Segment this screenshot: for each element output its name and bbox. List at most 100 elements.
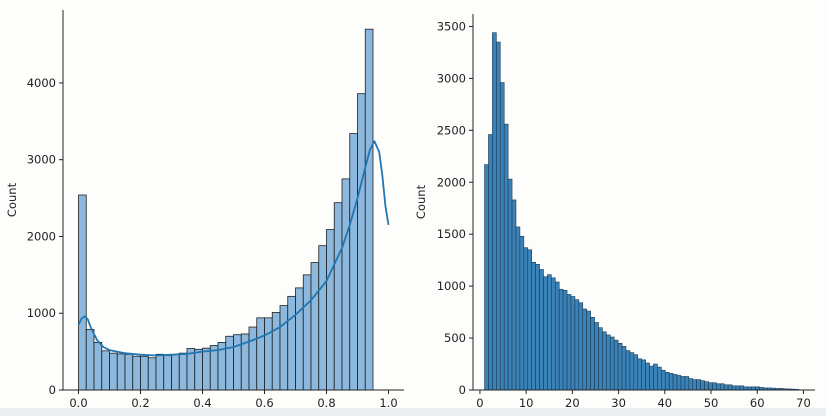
bar bbox=[202, 347, 211, 391]
y-tick-label: 1000 bbox=[27, 306, 56, 320]
x-tick-label: 60 bbox=[750, 396, 765, 410]
bar bbox=[535, 264, 540, 391]
bar bbox=[155, 353, 165, 391]
bar bbox=[209, 345, 219, 391]
y-tick-label: 4000 bbox=[27, 76, 56, 90]
bar bbox=[287, 295, 296, 391]
chart-panel-2: 0 10 20 30 40 50 60 70 0 500 1000 1500 2000 2500 3000 3… bbox=[414, 14, 815, 410]
bar bbox=[496, 41, 501, 391]
y-tick-label: 3500 bbox=[437, 19, 466, 33]
bar bbox=[109, 352, 118, 391]
bar bbox=[225, 335, 234, 391]
bar bbox=[704, 381, 709, 391]
bar bbox=[676, 375, 682, 391]
bar bbox=[78, 194, 87, 391]
bar bbox=[310, 262, 320, 391]
x-tick-label: 70 bbox=[796, 396, 811, 410]
bar bbox=[696, 379, 701, 391]
bar bbox=[692, 379, 697, 391]
x-tick-label: 30 bbox=[611, 396, 626, 410]
bar bbox=[503, 123, 509, 391]
bar bbox=[716, 383, 721, 391]
bar bbox=[621, 346, 627, 391]
bar bbox=[723, 384, 729, 391]
bar bbox=[680, 376, 686, 391]
bar bbox=[349, 133, 358, 391]
bar bbox=[641, 359, 646, 391]
bar bbox=[132, 355, 141, 391]
bar bbox=[664, 372, 670, 391]
bar bbox=[186, 348, 196, 391]
bar bbox=[551, 277, 556, 391]
bar bbox=[708, 382, 713, 391]
bar bbox=[93, 342, 103, 391]
bar bbox=[547, 274, 552, 391]
bar bbox=[341, 178, 351, 391]
bar bbox=[617, 342, 623, 391]
bar bbox=[484, 164, 489, 391]
bars bbox=[484, 32, 800, 391]
bar bbox=[333, 202, 343, 391]
bar bbox=[727, 384, 733, 391]
bar bbox=[594, 322, 599, 391]
y-tick-label: 0 bbox=[49, 383, 56, 397]
bar bbox=[171, 354, 180, 391]
bar bbox=[653, 363, 658, 391]
bar bbox=[256, 317, 265, 391]
bar bbox=[499, 82, 505, 391]
y-tick-label: 3000 bbox=[437, 71, 466, 85]
bar bbox=[629, 352, 635, 391]
bar bbox=[101, 350, 110, 391]
bar bbox=[637, 358, 642, 391]
kde-line bbox=[77, 140, 390, 357]
bar bbox=[492, 32, 497, 391]
bar bbox=[719, 383, 725, 391]
y-tick-label: 2500 bbox=[437, 123, 466, 137]
y-tick-label: 2000 bbox=[437, 175, 466, 189]
y-tick-label: 3000 bbox=[27, 153, 56, 167]
bar bbox=[515, 226, 521, 391]
bar bbox=[279, 305, 289, 391]
bar bbox=[488, 134, 493, 391]
bar bbox=[578, 302, 584, 391]
bar bbox=[657, 366, 662, 391]
bar bbox=[649, 365, 654, 391]
x-tick-label: 50 bbox=[704, 396, 719, 410]
chart-panel-1: 0.0 0.2 0.4 0.6 0.8 1.0 0 1000 2000 3000 4000 Count bbox=[5, 10, 404, 410]
bar bbox=[178, 352, 188, 391]
bar bbox=[661, 369, 666, 391]
x-tick-label: 0 bbox=[476, 396, 483, 410]
bar bbox=[523, 247, 529, 391]
bar bbox=[739, 385, 745, 391]
y-axis-label: Count bbox=[5, 182, 19, 217]
bar bbox=[531, 261, 536, 391]
bar bbox=[735, 385, 741, 391]
bar bbox=[731, 385, 737, 391]
bar bbox=[684, 376, 690, 391]
bar bbox=[645, 362, 650, 391]
x-tick-label: 40 bbox=[657, 396, 672, 410]
bar bbox=[511, 199, 517, 391]
bar bbox=[613, 339, 619, 391]
bar bbox=[570, 296, 576, 391]
bar bbox=[602, 331, 607, 391]
bar bbox=[163, 355, 172, 391]
y-tick-label: 2000 bbox=[27, 229, 56, 243]
bar bbox=[271, 312, 281, 391]
bar bbox=[326, 229, 335, 391]
bar bbox=[582, 308, 587, 391]
y-axis-label: Count bbox=[414, 184, 428, 219]
x-tick-label: 0.8 bbox=[317, 396, 335, 410]
bar bbox=[539, 269, 544, 391]
horizontal-scrollbar[interactable] bbox=[0, 408, 826, 416]
x-tick-label: 1.0 bbox=[379, 396, 397, 410]
bar bbox=[700, 380, 705, 391]
y-tick-label: 0 bbox=[459, 383, 466, 397]
bar bbox=[566, 294, 572, 391]
bar bbox=[318, 245, 327, 391]
bar bbox=[519, 235, 525, 391]
bars bbox=[78, 28, 374, 391]
y-tick-label: 500 bbox=[444, 331, 466, 345]
